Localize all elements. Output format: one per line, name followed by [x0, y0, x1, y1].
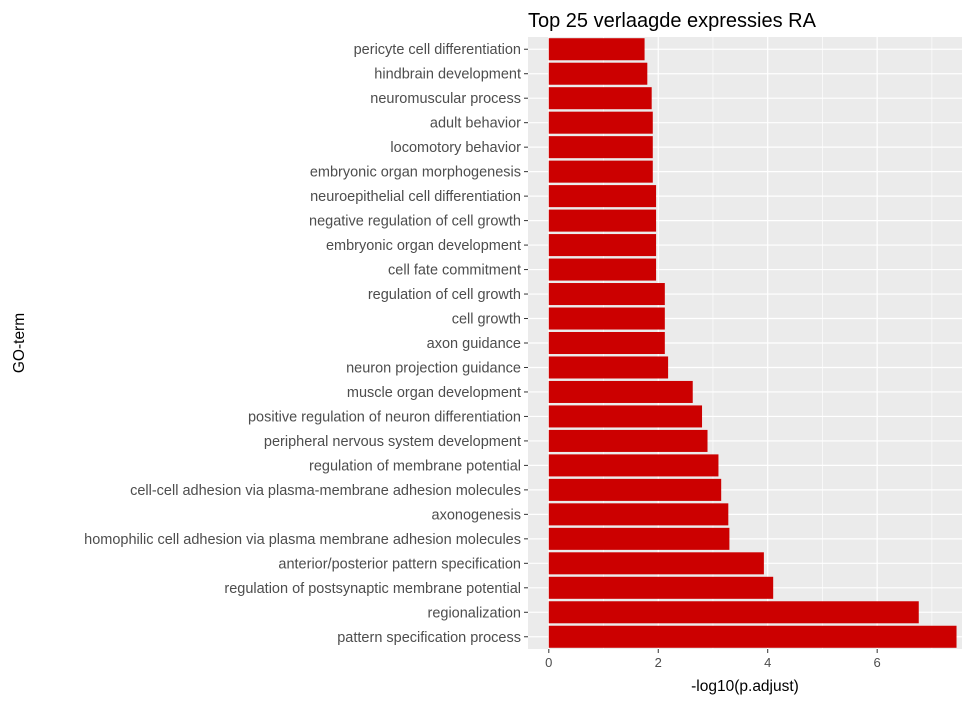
x-axis-tick-labels: 0 2 4 6 — [545, 649, 881, 670]
y-tick-label: regionalization — [427, 605, 521, 621]
bar — [548, 185, 657, 208]
bar — [548, 111, 653, 134]
y-tick-label: adult behavior — [430, 116, 521, 132]
y-tick-label: hindbrain development — [374, 67, 521, 83]
bar — [548, 209, 657, 232]
x-tick-label: 6 — [874, 655, 881, 670]
y-tick-label: neuron projection guidance — [346, 360, 521, 376]
bar — [548, 331, 665, 355]
y-tick-label: pericyte cell differentiation — [354, 42, 521, 58]
bar — [548, 454, 719, 477]
bar — [548, 160, 653, 183]
y-tick-label: locomotory behavior — [390, 140, 521, 156]
chart-title: Top 25 verlaagde expressies RA — [528, 10, 817, 32]
x-tick-label: 0 — [545, 655, 552, 670]
x-tick-label: 2 — [655, 655, 662, 670]
bar — [548, 601, 919, 624]
y-tick-label: axonogenesis — [432, 507, 522, 523]
y-tick-label: regulation of postsynaptic membrane pote… — [224, 581, 521, 597]
bar — [548, 87, 652, 110]
bar — [548, 356, 669, 379]
y-tick-label: axon guidance — [427, 336, 521, 352]
bar — [548, 38, 645, 61]
y-axis-title: GO-term — [11, 313, 28, 373]
y-tick-label: regulation of cell growth — [368, 287, 521, 303]
bar — [548, 258, 657, 281]
y-tick-label: cell fate commitment — [388, 263, 521, 279]
y-tick-label: embryonic organ morphogenesis — [310, 165, 521, 181]
y-tick-label: negative regulation of cell growth — [309, 214, 521, 230]
y-tick-label: neuromuscular process — [370, 91, 521, 107]
y-tick-label: embryonic organ development — [326, 238, 521, 254]
bar — [548, 307, 665, 330]
bar — [548, 478, 722, 501]
y-tick-label: neuroepithelial cell differentiation — [310, 189, 521, 205]
bar — [548, 234, 657, 257]
y-axis-tick-labels: pericyte cell differentiation hindbrain d… — [84, 42, 528, 646]
y-tick-label: homophilic cell adhesion via plasma memb… — [84, 532, 521, 548]
bar — [548, 429, 708, 452]
y-tick-label: cell growth — [452, 312, 521, 328]
bar — [548, 283, 665, 306]
y-tick-label: muscle organ development — [347, 385, 521, 401]
x-axis-title: -log10(p.adjust) — [691, 678, 799, 695]
bars — [548, 38, 957, 648]
y-tick-label: pattern specification process — [337, 630, 521, 646]
y-tick-label: positive regulation of neuron differenti… — [248, 409, 521, 425]
bar — [548, 576, 774, 599]
bar — [548, 503, 729, 526]
bar — [548, 405, 703, 428]
bar — [548, 527, 730, 550]
bar — [548, 136, 653, 159]
y-tick-label: anterior/posterior pattern specification — [278, 556, 521, 572]
y-tick-label: peripheral nervous system development — [264, 434, 521, 450]
x-tick-label: 4 — [764, 655, 771, 670]
bar — [548, 62, 648, 85]
y-tick-label: regulation of membrane potential — [309, 458, 521, 474]
bar — [548, 380, 693, 403]
bar — [548, 552, 764, 575]
y-tick-label: cell-cell adhesion via plasma-membrane a… — [130, 483, 521, 499]
bar — [548, 625, 957, 648]
